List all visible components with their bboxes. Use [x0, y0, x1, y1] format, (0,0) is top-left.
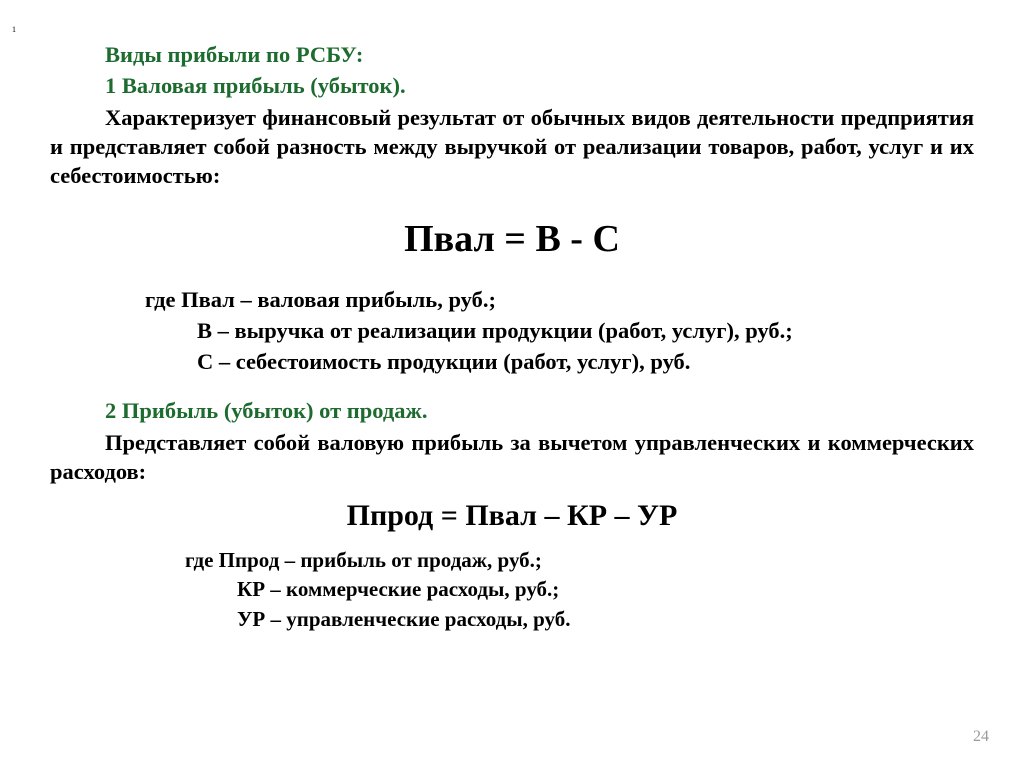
- where1-line-c: С – себестоимость продукции (работ, услу…: [197, 347, 974, 376]
- formula-2: Ппрод = Пвал – КР – УР: [50, 496, 974, 535]
- where2-line-a: где Ппрод – прибыль от продаж, руб.;: [185, 547, 974, 574]
- where2-line-c: УР – управленческие расходы, руб.: [237, 606, 974, 633]
- slide-container: 1 Виды прибыли по РСБУ: 1 Валовая прибыл…: [0, 0, 1024, 768]
- section2-title: 2 Прибыль (убыток) от продаж.: [105, 396, 974, 425]
- content-body: Виды прибыли по РСБУ: 1 Валовая прибыль …: [50, 40, 974, 633]
- where1-line-b: В – выручка от реализации продукции (раб…: [197, 316, 974, 345]
- where2-line-b: КР – коммерческие расходы, руб.;: [237, 576, 974, 603]
- formula-1: Пвал = В - С: [50, 215, 974, 264]
- section1-paragraph: Характеризует финансовый результат от об…: [50, 103, 974, 191]
- section2-paragraph: Представляет собой валовую прибыль за вы…: [50, 428, 974, 487]
- corner-marker: 1: [12, 25, 16, 34]
- section1-title: 1 Валовая прибыль (убыток).: [105, 71, 974, 100]
- main-title: Виды прибыли по РСБУ:: [105, 40, 974, 69]
- page-number: 24: [973, 728, 989, 746]
- where1-line-a: где Пвал – валовая прибыль, руб.;: [145, 285, 974, 314]
